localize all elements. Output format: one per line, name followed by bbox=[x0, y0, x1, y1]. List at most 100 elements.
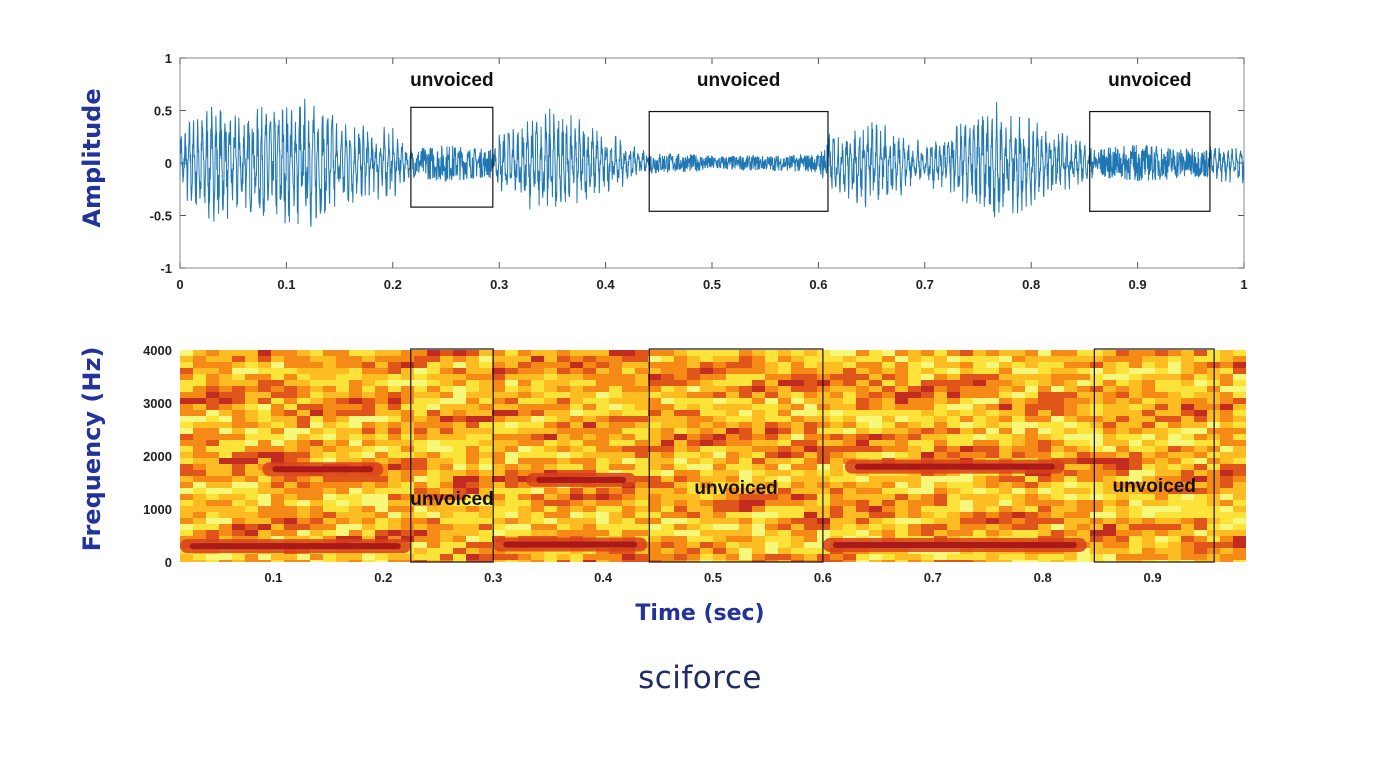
spectrogram-cell bbox=[609, 398, 623, 405]
spectrogram-cell bbox=[1090, 512, 1104, 519]
spectrogram-cell bbox=[596, 554, 610, 561]
spectrogram-cell bbox=[882, 530, 896, 537]
spectrogram-cell bbox=[635, 482, 649, 489]
spectrogram-cell bbox=[388, 404, 402, 411]
spectrogram-cell bbox=[479, 428, 493, 435]
spectrogram-cell bbox=[1142, 368, 1156, 375]
spectrogram-cell bbox=[856, 530, 870, 537]
spectrogram-cell bbox=[817, 494, 831, 501]
spectrogram-cell bbox=[973, 398, 987, 405]
spectrogram-cell bbox=[375, 374, 389, 381]
spectrogram-cell bbox=[596, 356, 610, 363]
spectrogram-cell bbox=[544, 500, 558, 507]
spectrogram-cell bbox=[622, 554, 636, 561]
spectrogram-cell bbox=[1025, 560, 1039, 562]
spectrogram-cell bbox=[635, 386, 649, 393]
spectrogram-cell bbox=[999, 452, 1013, 459]
spectrogram-cell bbox=[492, 512, 506, 519]
spectrogram-cell bbox=[258, 422, 272, 429]
spectrogram-cell bbox=[1090, 500, 1104, 507]
spectrogram-cell bbox=[206, 512, 220, 519]
spectrogram-cell bbox=[791, 554, 805, 561]
spectrogram-cell bbox=[921, 392, 935, 399]
spectrogram-cell bbox=[232, 410, 246, 417]
spectrogram-cell bbox=[1220, 470, 1234, 477]
spectrogram-cell bbox=[1181, 524, 1195, 531]
spectrogram-cell bbox=[1103, 434, 1117, 441]
spectrogram-cell bbox=[284, 422, 298, 429]
spectrogram-cell bbox=[1038, 494, 1052, 501]
spectrogram-cell bbox=[973, 500, 987, 507]
spectrogram-cell bbox=[258, 512, 272, 519]
spectrogram-cell bbox=[1025, 494, 1039, 501]
spectrogram-cell bbox=[466, 488, 480, 495]
spectrogram-cell bbox=[453, 464, 467, 471]
spectrogram-cell bbox=[726, 500, 740, 507]
spectrogram-cell bbox=[1181, 428, 1195, 435]
spectrogram-cell bbox=[219, 470, 233, 477]
spectrogram-cell bbox=[557, 530, 571, 537]
spectrogram-cell bbox=[960, 356, 974, 363]
spectrogram-cell bbox=[466, 452, 480, 459]
spectrogram-cell bbox=[648, 386, 662, 393]
spectrogram-cell bbox=[1181, 440, 1195, 447]
spectrogram-cell bbox=[557, 524, 571, 531]
spectrogram-cell bbox=[180, 518, 194, 525]
spectrogram-cell bbox=[856, 422, 870, 429]
spectrogram-cell bbox=[1090, 440, 1104, 447]
spectrogram-cell bbox=[726, 410, 740, 417]
spectrogram-cell bbox=[297, 494, 311, 501]
spectrogram-cell bbox=[726, 536, 740, 543]
spectrogram-cell bbox=[518, 422, 532, 429]
spectrogram-cell bbox=[661, 428, 675, 435]
spectrogram-cell bbox=[960, 512, 974, 519]
spectrogram-cell bbox=[1129, 530, 1143, 537]
spectrogram-cell bbox=[271, 458, 285, 465]
spectrogram-cell bbox=[1220, 536, 1234, 543]
spectrogram-cell bbox=[1038, 506, 1052, 513]
spectrogram-cell bbox=[284, 560, 298, 562]
spectrogram-cell bbox=[453, 548, 467, 555]
spectrogram-cell bbox=[999, 524, 1013, 531]
spectrogram-cell bbox=[219, 488, 233, 495]
spectrogram-cell bbox=[1142, 476, 1156, 483]
spectrogram-cell bbox=[336, 458, 350, 465]
spectrogram-cell bbox=[1038, 380, 1052, 387]
spectrogram-cell bbox=[895, 350, 909, 357]
spectrogram-cell bbox=[1025, 482, 1039, 489]
spectrogram-cell bbox=[466, 512, 480, 519]
spectrogram-cell bbox=[583, 446, 597, 453]
spectrogram-cell bbox=[1064, 440, 1078, 447]
spectrogram-cell bbox=[271, 374, 285, 381]
spectrogram-cell bbox=[258, 494, 272, 501]
spectrogram-cell bbox=[245, 482, 259, 489]
spectrogram-cell bbox=[362, 380, 376, 387]
spectrogram-cell bbox=[934, 374, 948, 381]
spectrogram-cell bbox=[752, 530, 766, 537]
spectrogram-cell bbox=[557, 458, 571, 465]
spectrogram-cell bbox=[908, 560, 922, 562]
spectrogram-cell bbox=[1233, 512, 1246, 519]
spectrogram-cell bbox=[193, 464, 207, 471]
spectrogram-cell bbox=[648, 434, 662, 441]
spectrogram-cell bbox=[492, 404, 506, 411]
spectrogram-cell bbox=[635, 464, 649, 471]
spectrogram-cell bbox=[245, 428, 259, 435]
spectrogram-cell bbox=[258, 392, 272, 399]
spectrogram-cell bbox=[609, 530, 623, 537]
spectrogram-cell bbox=[375, 452, 389, 459]
spectrogram-cell bbox=[297, 380, 311, 387]
spectrogram-cell bbox=[1142, 482, 1156, 489]
spectrogram-cell bbox=[583, 404, 597, 411]
spectrogram-cell bbox=[791, 560, 805, 562]
spectrogram-cell bbox=[531, 380, 545, 387]
spectrogram-cell bbox=[518, 512, 532, 519]
spectrogram-cell bbox=[713, 392, 727, 399]
spectrogram-cell bbox=[882, 404, 896, 411]
spectrogram-cell bbox=[1038, 374, 1052, 381]
spectrogram-cell bbox=[739, 434, 753, 441]
spectrogram-cell bbox=[687, 386, 701, 393]
spectrogram-cell bbox=[1012, 368, 1026, 375]
spectrogram-cell bbox=[193, 362, 207, 369]
spectrogram-x-tick-label: 0.9 bbox=[1144, 570, 1162, 585]
